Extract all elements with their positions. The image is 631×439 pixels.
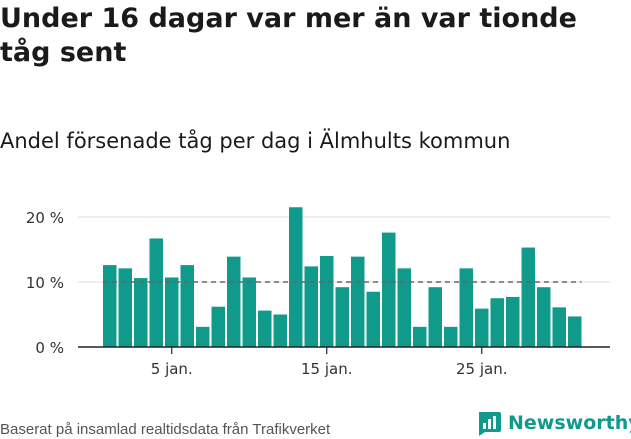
bar <box>506 296 520 347</box>
bar <box>397 268 411 347</box>
bar <box>211 306 225 347</box>
bar <box>444 326 458 347</box>
bar <box>568 316 582 347</box>
bar <box>273 314 287 347</box>
bar <box>475 308 489 347</box>
bar <box>165 277 179 347</box>
bar <box>351 256 365 347</box>
bar <box>382 232 396 347</box>
bar <box>428 287 442 347</box>
chart-title: Under 16 dagar var mer än var tionde tåg… <box>0 3 577 68</box>
bar <box>366 291 380 347</box>
newsworthy-brand[interactable]: Newsworthy <box>476 410 631 436</box>
bar <box>258 310 272 347</box>
x-tick-label: 25 jan. <box>456 360 508 378</box>
bar <box>180 265 194 347</box>
bar <box>304 266 318 347</box>
bar <box>537 287 551 347</box>
bar <box>521 247 535 347</box>
bar <box>459 268 473 347</box>
y-tick-label: 0 % <box>35 339 64 357</box>
y-tick-labels: 0 % 10 % 20 % <box>26 209 64 357</box>
x-tick-label: 5 jan. <box>151 360 193 378</box>
x-tick-label: 15 jan. <box>301 360 353 378</box>
bar <box>196 326 210 347</box>
bar <box>335 287 349 347</box>
bar <box>227 256 241 347</box>
bar <box>490 298 504 347</box>
bar <box>118 268 132 347</box>
bar <box>413 326 427 347</box>
bars <box>103 207 582 347</box>
bar <box>149 238 163 347</box>
brand-label: Newsworthy <box>508 412 631 434</box>
bar <box>103 265 117 347</box>
bar <box>289 207 303 347</box>
x-ticks: 5 jan. 15 jan. 25 jan. <box>151 347 508 378</box>
y-tick-label: 20 % <box>26 209 64 227</box>
source-note: Baserat på insamlad realtidsdata från Tr… <box>0 421 331 438</box>
bar <box>134 278 148 347</box>
bar-chart: 0 % 10 % 20 % 5 jan. 15 jan. 25 jan. <box>26 207 610 378</box>
bar <box>320 256 334 347</box>
chart-subtitle: Andel försenade tåg per dag i Älmhults k… <box>0 129 511 153</box>
bar <box>552 307 566 347</box>
newsworthy-logo-icon <box>476 410 502 436</box>
bar <box>242 277 256 347</box>
y-tick-label: 10 % <box>26 274 64 292</box>
